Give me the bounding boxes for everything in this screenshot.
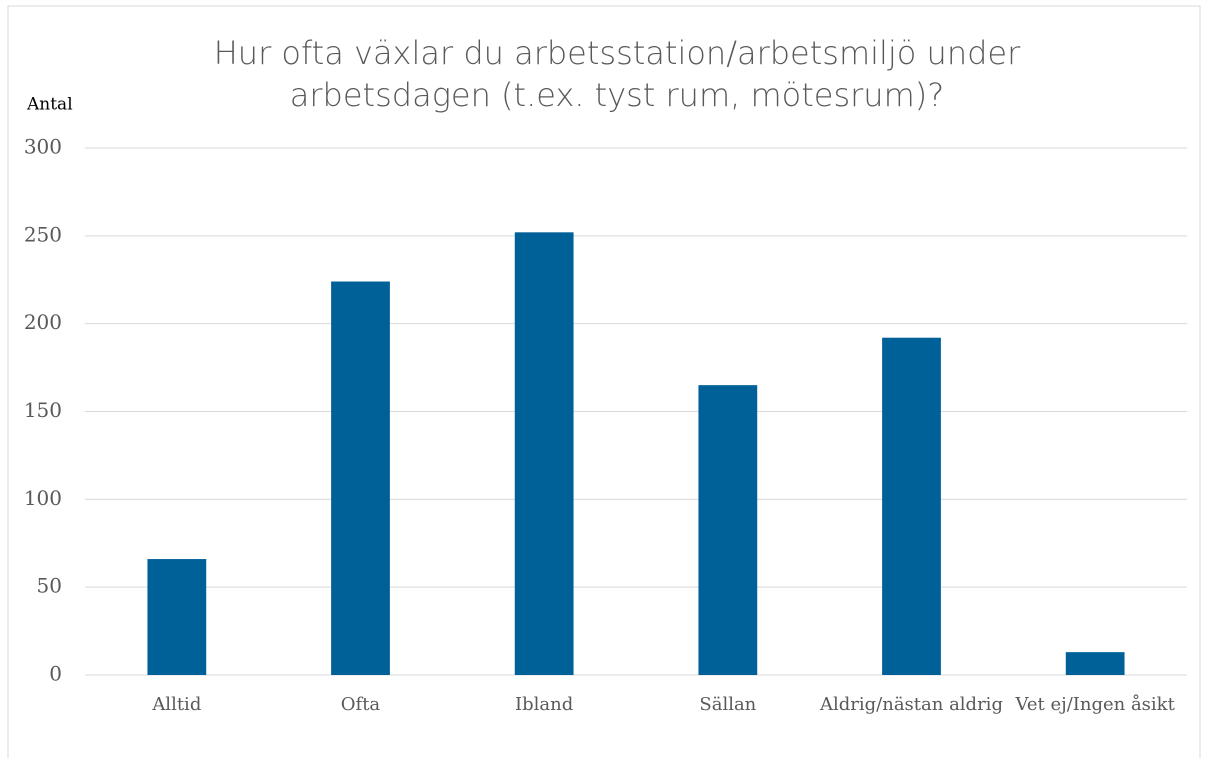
bar <box>882 337 941 675</box>
chart-title: Hur ofta växlar du arbetsstation/arbetsm… <box>213 34 1021 114</box>
bar <box>331 281 390 675</box>
y-tick-label: 50 <box>37 574 62 598</box>
x-tick-label: Aldrig/nästan aldrig <box>820 694 1003 715</box>
bar <box>514 232 574 675</box>
bar <box>698 385 758 675</box>
x-tick-label: Ibland <box>515 694 574 715</box>
x-tick-label: Sällan <box>699 694 757 715</box>
x-tick-label: Vet ej/Ingen åsikt <box>1015 694 1175 715</box>
chart-border <box>7 5 1201 758</box>
x-tick-label: Ofta <box>340 694 381 715</box>
y-tick-label: 250 <box>24 222 62 246</box>
y-tick-label: 150 <box>24 398 62 422</box>
bar <box>1065 652 1125 675</box>
bar <box>147 559 207 675</box>
y-tick-label: 200 <box>24 310 62 334</box>
y-tick-label: 100 <box>24 486 62 510</box>
y-axis-label: Antal <box>26 95 73 115</box>
x-tick-label: Alltid <box>152 694 202 715</box>
y-tick-label: 300 <box>24 135 62 159</box>
y-tick-label: 0 <box>49 662 62 686</box>
